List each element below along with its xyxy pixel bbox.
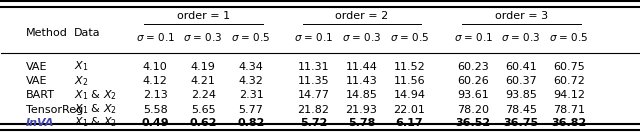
Text: 5.65: 5.65	[191, 105, 216, 114]
Text: Data: Data	[74, 28, 100, 38]
Text: $\sigma$ = 0.1: $\sigma$ = 0.1	[294, 31, 333, 43]
Text: BART: BART	[26, 90, 55, 100]
Text: InVA: InVA	[26, 117, 55, 128]
Text: order = 3: order = 3	[495, 11, 548, 21]
Text: 60.37: 60.37	[506, 76, 537, 86]
Text: 5.78: 5.78	[348, 117, 375, 128]
Text: 5.72: 5.72	[300, 117, 327, 128]
Text: 5.77: 5.77	[239, 105, 264, 114]
Text: 36.82: 36.82	[552, 117, 587, 128]
Text: 0.62: 0.62	[189, 117, 217, 128]
Text: $X_1$ & $X_2$: $X_1$ & $X_2$	[74, 116, 117, 129]
Text: 78.71: 78.71	[553, 105, 585, 114]
Text: $\sigma$ = 0.5: $\sigma$ = 0.5	[390, 31, 429, 43]
Text: $\sigma$ = 0.1: $\sigma$ = 0.1	[454, 31, 493, 43]
Text: $\sigma$ = 0.3: $\sigma$ = 0.3	[184, 31, 223, 43]
Text: VAE: VAE	[26, 76, 48, 86]
Text: 0.49: 0.49	[141, 117, 169, 128]
Text: 14.85: 14.85	[346, 90, 378, 100]
Text: $\sigma$ = 0.5: $\sigma$ = 0.5	[231, 31, 271, 43]
Text: $\sigma$ = 0.5: $\sigma$ = 0.5	[549, 31, 589, 43]
Text: 4.19: 4.19	[191, 62, 216, 72]
Text: 11.44: 11.44	[346, 62, 378, 72]
Text: 60.72: 60.72	[553, 76, 585, 86]
Text: 4.34: 4.34	[239, 62, 264, 72]
Text: $X_1$: $X_1$	[74, 60, 88, 73]
Text: 60.75: 60.75	[553, 62, 585, 72]
Text: 11.31: 11.31	[298, 62, 330, 72]
Text: 60.23: 60.23	[458, 62, 489, 72]
Text: 60.26: 60.26	[458, 76, 489, 86]
Text: 6.17: 6.17	[396, 117, 423, 128]
Text: $\sigma$ = 0.3: $\sigma$ = 0.3	[501, 31, 541, 43]
Text: Method: Method	[26, 28, 68, 38]
Text: 21.82: 21.82	[298, 105, 330, 114]
Text: $X_2$: $X_2$	[74, 74, 88, 88]
Text: $\sigma$ = 0.1: $\sigma$ = 0.1	[136, 31, 175, 43]
Text: 11.56: 11.56	[394, 76, 425, 86]
Text: order = 1: order = 1	[177, 11, 230, 21]
Text: 36.52: 36.52	[456, 117, 491, 128]
Text: 94.12: 94.12	[553, 90, 585, 100]
Text: 4.12: 4.12	[143, 76, 168, 86]
Text: 2.13: 2.13	[143, 90, 168, 100]
Text: 2.31: 2.31	[239, 90, 264, 100]
Text: $X_1$ & $X_2$: $X_1$ & $X_2$	[74, 88, 117, 102]
Text: $\sigma$ = 0.3: $\sigma$ = 0.3	[342, 31, 381, 43]
Text: VAE: VAE	[26, 62, 48, 72]
Text: 11.52: 11.52	[394, 62, 426, 72]
Text: 4.21: 4.21	[191, 76, 216, 86]
Text: 4.32: 4.32	[239, 76, 264, 86]
Text: TensorReg: TensorReg	[26, 105, 83, 114]
Text: 93.85: 93.85	[505, 90, 537, 100]
Text: 0.82: 0.82	[237, 117, 265, 128]
Text: 11.43: 11.43	[346, 76, 378, 86]
Text: 78.20: 78.20	[457, 105, 489, 114]
Text: 4.10: 4.10	[143, 62, 168, 72]
Text: 5.58: 5.58	[143, 105, 168, 114]
Text: 36.75: 36.75	[504, 117, 539, 128]
Text: 60.41: 60.41	[506, 62, 537, 72]
Text: 78.45: 78.45	[505, 105, 537, 114]
Text: order = 2: order = 2	[335, 11, 388, 21]
Text: 14.77: 14.77	[298, 90, 330, 100]
Text: 11.35: 11.35	[298, 76, 330, 86]
Text: 22.01: 22.01	[394, 105, 426, 114]
Text: 21.93: 21.93	[346, 105, 378, 114]
Text: 2.24: 2.24	[191, 90, 216, 100]
Text: 14.94: 14.94	[394, 90, 426, 100]
Text: $X_1$ & $X_2$: $X_1$ & $X_2$	[74, 103, 117, 116]
Text: 93.61: 93.61	[458, 90, 489, 100]
